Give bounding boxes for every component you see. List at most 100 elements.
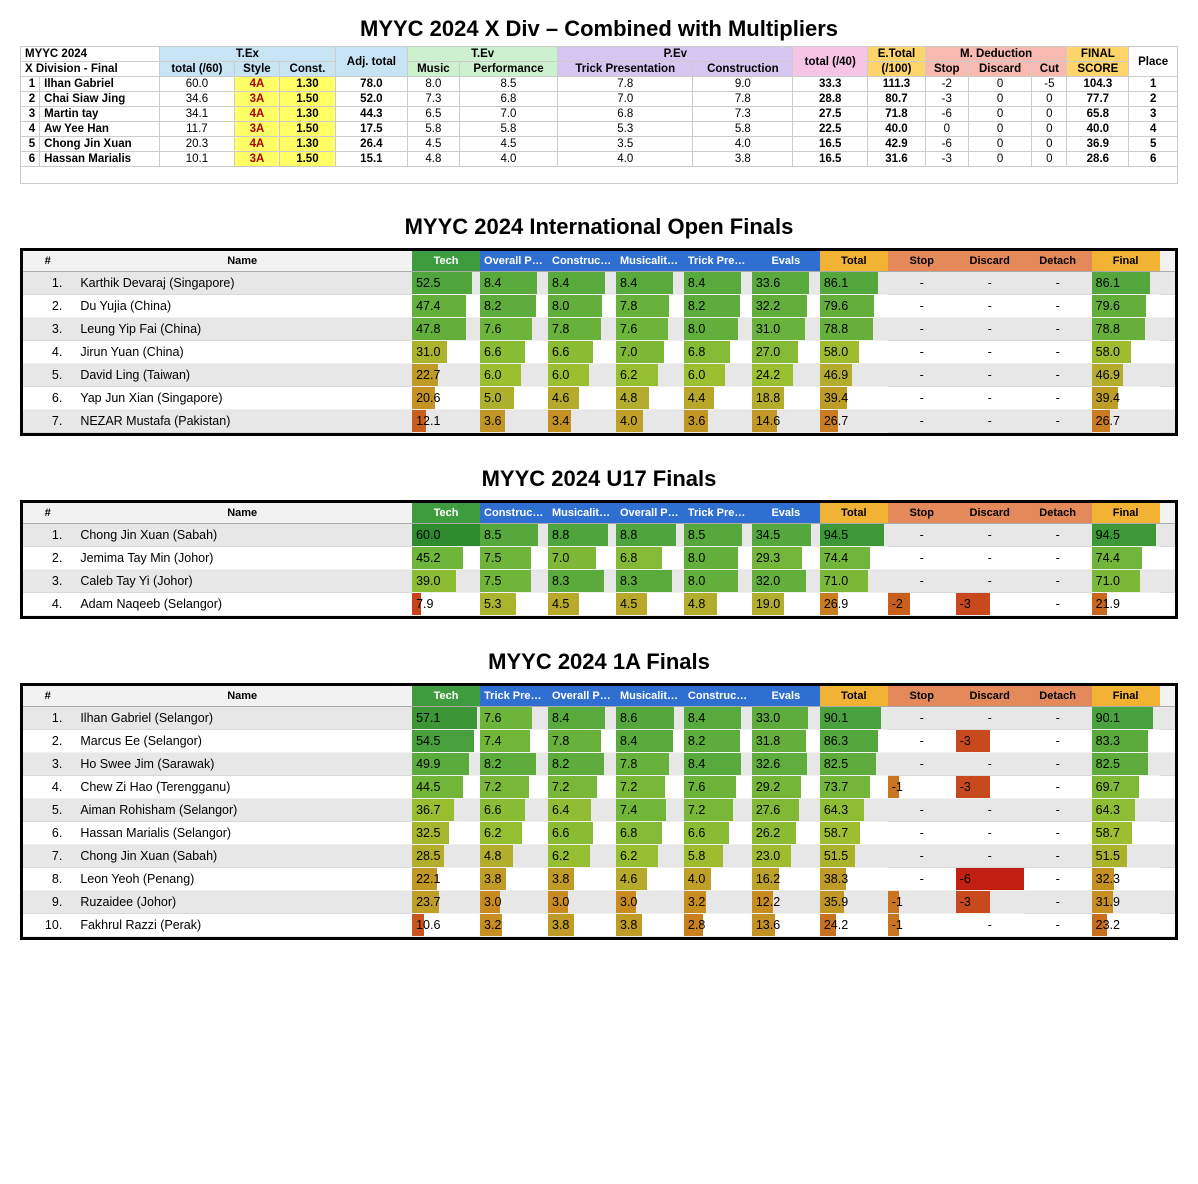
cell-construction: 5.3 (480, 593, 548, 616)
xdiv-h-t60: total (/60) (160, 62, 235, 77)
xdiv-h-final: FINAL (1067, 47, 1129, 62)
cell-pad (1160, 776, 1175, 799)
cell-rank: 5. (23, 799, 72, 822)
cell-rank: 1. (23, 707, 72, 730)
cell-name: Caleb Tay Yi (Johor) (72, 570, 412, 593)
cell-name: Fakhrul Razzi (Perak) (72, 914, 412, 937)
cell-final: 64.3 (1092, 799, 1160, 822)
cell-construction: 8.4 (684, 753, 752, 776)
xdiv-row: 4Aw Yee Han11.73A1.5017.55.85.85.35.822.… (21, 122, 1178, 137)
cell-rank: 7. (23, 410, 72, 433)
cell-tech: 22.1 (412, 868, 480, 891)
cell-musicality: 6.2 (616, 364, 684, 387)
cell-pad (1160, 914, 1175, 937)
cell-evals: 33.6 (752, 272, 820, 295)
cell-construction: 5.8 (684, 845, 752, 868)
score-row: 2.Marcus Ee (Selangor)54.57.47.88.48.231… (23, 730, 1175, 753)
h-final: Final (1092, 686, 1160, 707)
cell-total: 78.8 (820, 318, 888, 341)
score-row: 7.NEZAR Mustafa (Pakistan)12.13.63.44.03… (23, 410, 1175, 433)
cell-total: 39.4 (820, 387, 888, 410)
cell-trickpres: 4.8 (480, 845, 548, 868)
cell-evals: 18.8 (752, 387, 820, 410)
cell-stop: - (888, 799, 956, 822)
cell-detach: - (1024, 547, 1092, 570)
xdiv-h-place: Place (1129, 47, 1178, 77)
cell-evals: 32.6 (752, 753, 820, 776)
cell-final: 58.7 (1092, 822, 1160, 845)
cell-discard: - (956, 570, 1024, 593)
cell-detach: - (1024, 272, 1092, 295)
score-row: 3.Leung Yip Fai (China)47.87.67.87.68.03… (23, 318, 1175, 341)
cell-stop: - (888, 272, 956, 295)
score-row: 1.Chong Jin Xuan (Sabah)60.08.58.88.88.5… (23, 524, 1175, 547)
h-musicality: Musicality & … (548, 503, 616, 524)
h-trickpres: Trick Presen… (684, 503, 752, 524)
cell-detach: - (1024, 891, 1092, 914)
cell-pad (1160, 387, 1175, 410)
h-rank: # (23, 503, 72, 524)
cell-detach: - (1024, 730, 1092, 753)
cell-musicality: 7.6 (616, 318, 684, 341)
cell-detach: - (1024, 524, 1092, 547)
cell-trickpres: 4.4 (684, 387, 752, 410)
cell-construction: 7.2 (684, 799, 752, 822)
h-overall: Overall Perfo… (480, 251, 548, 272)
cell-overall: 8.4 (548, 707, 616, 730)
cell-discard: -3 (956, 891, 1024, 914)
cell-construction: 6.0 (548, 364, 616, 387)
cell-discard: - (956, 547, 1024, 570)
score-row: 1.Karthik Devaraj (Singapore)52.58.48.48… (23, 272, 1175, 295)
cell-detach: - (1024, 593, 1092, 616)
cell-total: 24.2 (820, 914, 888, 937)
cell-tech: 49.9 (412, 753, 480, 776)
cell-stop: - (888, 387, 956, 410)
cell-name: Jirun Yuan (China) (72, 341, 412, 364)
score-row: 4.Adam Naqeeb (Selangor)7.95.34.54.54.81… (23, 593, 1175, 616)
xdiv-h-cut: Cut (1032, 62, 1067, 77)
cell-overall: 8.2 (480, 295, 548, 318)
u17-title: MYYC 2024 U17 Finals (20, 466, 1178, 492)
cell-name: NEZAR Mustafa (Pakistan) (72, 410, 412, 433)
cell-final: 78.8 (1092, 318, 1160, 341)
cell-construction: 6.6 (548, 341, 616, 364)
cell-discard: - (956, 272, 1024, 295)
h-construction: Construction (684, 686, 752, 707)
cell-musicality: 7.0 (616, 341, 684, 364)
cell-construction: 8.4 (684, 707, 752, 730)
cell-evals: 29.3 (752, 547, 820, 570)
cell-construction: 7.8 (548, 318, 616, 341)
xdiv-h-disc: Discard (968, 62, 1032, 77)
cell-trickpres: 7.2 (480, 776, 548, 799)
h-name: Name (72, 503, 412, 524)
xdiv-row: 3Martin tay34.14A1.3044.36.57.06.87.327.… (21, 107, 1178, 122)
cell-discard: - (956, 707, 1024, 730)
cell-rank: 1. (23, 272, 72, 295)
xdiv-title: MYYC 2024 X Div – Combined with Multipli… (20, 16, 1178, 42)
cell-musicality: 8.4 (616, 730, 684, 753)
cell-rank: 5. (23, 364, 72, 387)
cell-final: 32.3 (1092, 868, 1160, 891)
cell-overall: 4.5 (616, 593, 684, 616)
h-pad (1160, 686, 1175, 707)
cell-final: 26.7 (1092, 410, 1160, 433)
cell-rank: 8. (23, 868, 72, 891)
cell-trickpres: 4.8 (684, 593, 752, 616)
h-evals: Evals (752, 251, 820, 272)
score-row: 8.Leon Yeoh (Penang)22.13.83.84.64.016.2… (23, 868, 1175, 891)
cell-rank: 9. (23, 891, 72, 914)
cell-musicality: 8.4 (616, 272, 684, 295)
cell-musicality: 3.0 (616, 891, 684, 914)
cell-evals: 19.0 (752, 593, 820, 616)
cell-stop: - (888, 524, 956, 547)
cell-detach: - (1024, 868, 1092, 891)
cell-evals: 33.0 (752, 707, 820, 730)
cell-total: 64.3 (820, 799, 888, 822)
cell-musicality: 6.8 (616, 822, 684, 845)
cell-total: 90.1 (820, 707, 888, 730)
h-stop: Stop (888, 503, 956, 524)
cell-evals: 32.2 (752, 295, 820, 318)
cell-stop: - (888, 753, 956, 776)
cell-construction: 8.4 (548, 272, 616, 295)
h-detach: Detach (1024, 503, 1092, 524)
